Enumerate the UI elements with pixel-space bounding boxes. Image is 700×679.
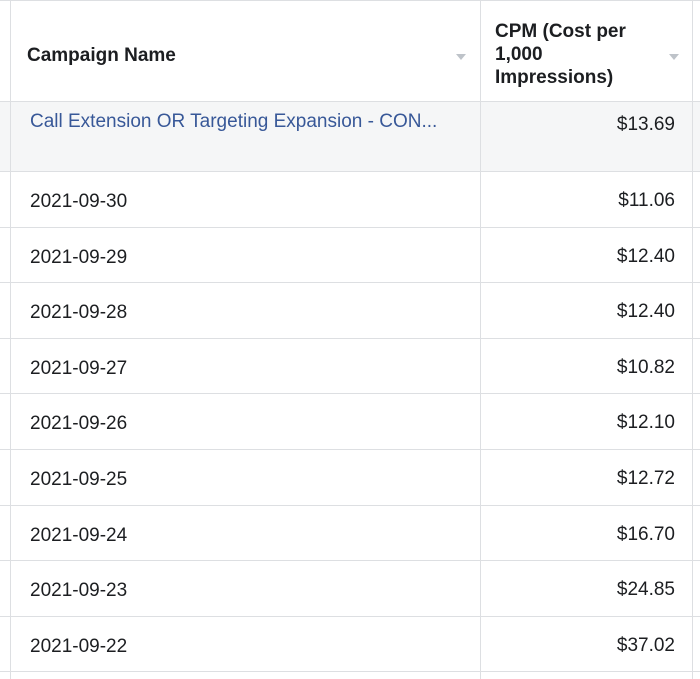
table-row: 2021-09-29 $12.40	[0, 228, 700, 284]
table-row: 2021-09-26 $12.10	[0, 394, 700, 450]
cpm-value: $13.69	[616, 114, 675, 135]
date-cell: 2021-09-24	[30, 524, 128, 546]
column-divider	[692, 1, 693, 679]
date-cell: 2021-09-25	[30, 468, 128, 490]
date-cell: 2021-09-29	[30, 246, 128, 268]
table-row: 2021-09-30 $11.06	[0, 172, 700, 228]
column-divider	[10, 1, 11, 679]
table-row: 2021-09-22 $37.02	[0, 617, 700, 673]
date-cell: 2021-09-26	[30, 413, 128, 435]
table-row: 2021-09-24 $16.70	[0, 506, 700, 562]
sort-caret-icon[interactable]	[456, 54, 466, 60]
sort-caret-icon[interactable]	[669, 54, 679, 60]
table-row: 2021-09-25 $12.72	[0, 450, 700, 506]
cpm-value: $16.70	[616, 523, 675, 545]
cpm-value: $12.10	[616, 412, 675, 434]
cpm-value: $12.40	[616, 245, 675, 267]
column-divider[interactable]	[480, 1, 481, 679]
date-cell: 2021-09-22	[30, 635, 128, 657]
column-header-campaign-name[interactable]: Campaign Name	[27, 45, 176, 66]
date-cell: 2021-09-27	[30, 357, 128, 379]
date-cell: 2021-09-30	[30, 191, 128, 212]
table-body: Call Extension OR Targeting Expansion - …	[0, 102, 700, 673]
date-cell: 2021-09-28	[30, 302, 128, 324]
summary-row: Call Extension OR Targeting Expansion - …	[0, 102, 700, 172]
cpm-value: $37.02	[616, 634, 675, 656]
campaign-name-link[interactable]: Call Extension OR Targeting Expansion - …	[30, 111, 438, 132]
cpm-value: $12.40	[616, 301, 675, 323]
table-row: 2021-09-27 $10.82	[0, 339, 700, 395]
cpm-value: $12.72	[616, 467, 675, 489]
table-row: 2021-09-28 $12.40	[0, 283, 700, 339]
cpm-value: $11.06	[618, 190, 675, 211]
date-cell: 2021-09-23	[30, 580, 128, 602]
column-header-cpm[interactable]: CPM (Cost per 1,000 Impressions)	[495, 21, 626, 88]
table-row: 2021-09-23 $24.85	[0, 561, 700, 617]
cpm-value: $24.85	[616, 579, 675, 601]
table-header: Campaign Name CPM (Cost per 1,000 Impres…	[0, 1, 700, 102]
cpm-value: $10.82	[616, 356, 675, 378]
